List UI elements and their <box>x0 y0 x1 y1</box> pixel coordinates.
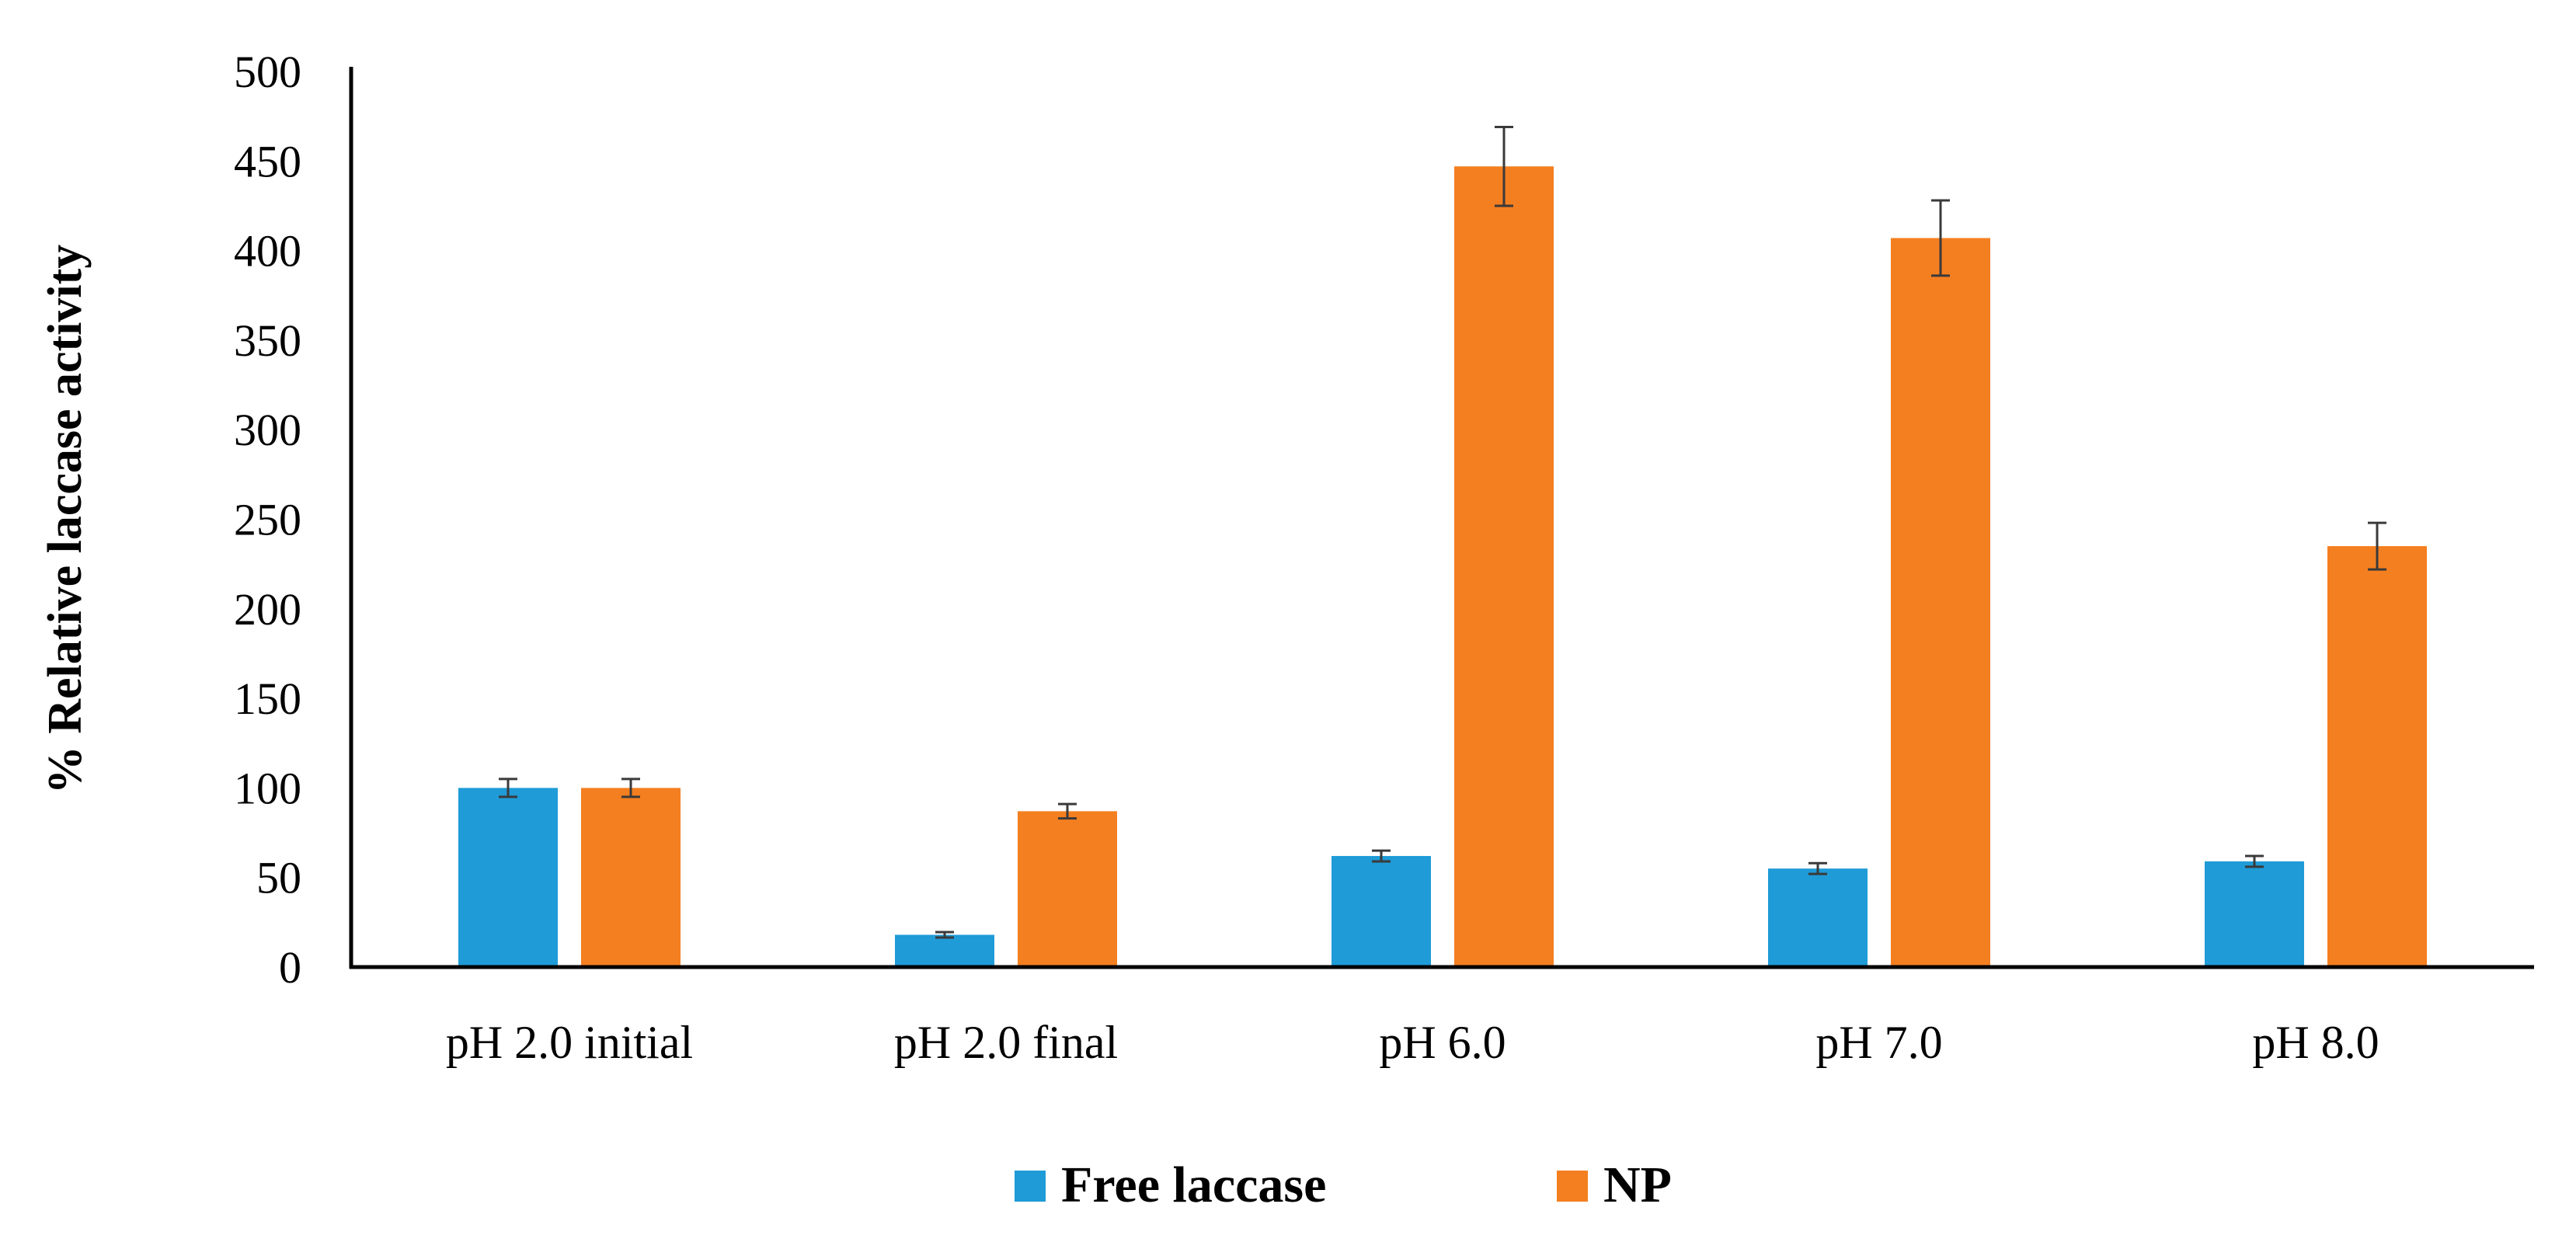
bar-np-1 <box>581 788 681 967</box>
x-tick-label-4: pH 7.0 <box>1815 1017 1942 1068</box>
bar-free-laccase-3 <box>1332 856 1431 967</box>
y-tick-label-50: 50 <box>256 853 301 903</box>
legend-swatch-free-laccase <box>1015 1171 1046 1202</box>
error-bars <box>499 125 2386 939</box>
y-tick-label-250: 250 <box>234 495 301 545</box>
y-tick-label-400: 400 <box>234 226 301 277</box>
legend-label-np: NP <box>1603 1157 1672 1213</box>
error-bar-free-laccase-5 <box>2245 854 2264 868</box>
legend: Free laccase NP <box>1015 1157 1672 1213</box>
error-bar-free-laccase-1 <box>499 778 517 798</box>
x-tick-label-2: pH 2.0 final <box>894 1017 1118 1068</box>
error-bar-np-5 <box>2368 521 2386 571</box>
legend-swatch-np <box>1557 1171 1588 1202</box>
bars <box>458 166 2427 967</box>
y-tick-label-350: 350 <box>234 315 301 366</box>
y-axis-title: % Relative laccase activity <box>39 245 92 795</box>
error-bar-free-laccase-4 <box>1808 861 1827 875</box>
error-bar-free-laccase-2 <box>935 931 954 939</box>
error-bar-np-2 <box>1058 802 1077 820</box>
x-tick-label-3: pH 6.0 <box>1379 1017 1506 1068</box>
bar-np-2 <box>1018 811 1117 967</box>
y-tick-label-450: 450 <box>234 136 301 186</box>
bar-np-5 <box>2327 546 2427 967</box>
y-tick-label-0: 0 <box>279 942 301 993</box>
bar-np-4 <box>1891 238 1990 967</box>
y-tick-label-300: 300 <box>234 405 301 455</box>
x-tick-label-5: pH 8.0 <box>2252 1017 2379 1068</box>
x-axis-labels: pH 2.0 initial pH 2.0 final pH 6.0 pH 7.0 pH… <box>446 1017 2379 1068</box>
y-tick-label-500: 500 <box>234 47 301 97</box>
bar-np-3 <box>1454 166 1554 967</box>
y-tick-label-200: 200 <box>234 584 301 635</box>
bar-free-laccase-1 <box>458 788 558 967</box>
legend-label-free-laccase: Free laccase <box>1061 1157 1326 1213</box>
error-bar-np-3 <box>1495 125 1513 207</box>
bar-free-laccase-5 <box>2205 861 2304 967</box>
error-bar-np-1 <box>621 778 640 798</box>
bar-free-laccase-4 <box>1768 868 1868 967</box>
error-bar-free-laccase-3 <box>1372 849 1391 863</box>
y-axis-ticks: 0 50 100 150 200 250 300 350 400 450 500 <box>234 47 301 993</box>
y-tick-label-150: 150 <box>234 673 301 724</box>
y-tick-label-100: 100 <box>234 763 301 813</box>
bar-free-laccase-2 <box>895 934 994 967</box>
x-tick-label-1: pH 2.0 initial <box>446 1017 693 1068</box>
y-axis-title-group: % Relative laccase activity <box>39 245 92 795</box>
error-bar-np-4 <box>1931 199 1950 277</box>
